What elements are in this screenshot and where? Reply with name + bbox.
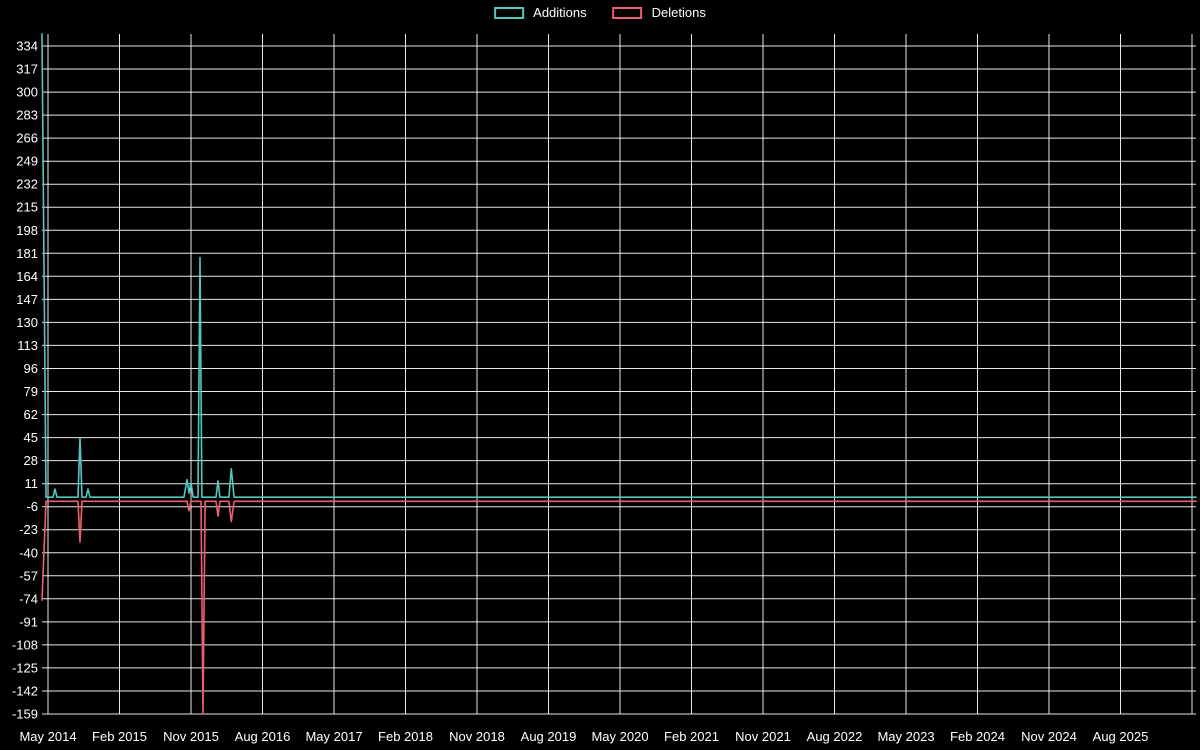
- y-tick-label: -57: [19, 568, 38, 583]
- y-tick-label: -40: [19, 545, 38, 560]
- y-tick-label: 232: [16, 177, 38, 192]
- x-tick-label: Feb 2021: [664, 729, 719, 744]
- y-tick-label: 147: [16, 292, 38, 307]
- y-tick-label: 62: [24, 407, 38, 422]
- x-tick-label: Nov 2024: [1021, 729, 1077, 744]
- y-tick-label: 198: [16, 223, 38, 238]
- y-tick-label: -142: [12, 684, 38, 699]
- y-tick-label: -23: [19, 522, 38, 537]
- deletions-legend-swatch: [612, 6, 643, 19]
- y-tick-label: -159: [12, 707, 38, 722]
- y-tick-label: 181: [16, 246, 38, 261]
- x-tick-label: Feb 2018: [378, 729, 433, 744]
- y-tick-label: -91: [19, 614, 38, 629]
- y-tick-label: 334: [16, 39, 38, 54]
- x-tick-label: Nov 2021: [735, 729, 791, 744]
- y-tick-label: 79: [24, 384, 38, 399]
- y-tick-label: 96: [24, 361, 38, 376]
- y-tick-label: 300: [16, 85, 38, 100]
- x-tick-label: Feb 2015: [92, 729, 147, 744]
- y-tick-label: 28: [24, 453, 38, 468]
- x-tick-label: Nov 2018: [449, 729, 505, 744]
- y-tick-label: -74: [19, 591, 38, 606]
- x-tick-label: Nov 2015: [163, 729, 219, 744]
- y-tick-label: 11: [25, 476, 39, 491]
- y-tick-label: 283: [16, 108, 38, 123]
- y-tick-label: -6: [26, 499, 38, 514]
- y-tick-label: 45: [24, 430, 38, 445]
- x-tick-label: May 2023: [877, 729, 934, 744]
- y-tick-label: 130: [16, 315, 38, 330]
- additions-line: [41, 32, 1197, 499]
- y-tick-label: 215: [16, 200, 38, 215]
- x-tick-label: May 2017: [305, 729, 362, 744]
- x-tick-label: May 2020: [591, 729, 648, 744]
- y-tick-label: 266: [16, 131, 38, 146]
- legend: Additions Deletions: [494, 6, 706, 19]
- x-tick-label: Aug 2016: [235, 729, 291, 744]
- y-tick-label: -108: [12, 637, 38, 652]
- y-tick-label: -125: [12, 660, 38, 675]
- additions-legend-label: Additions: [533, 5, 587, 20]
- x-tick-label: Aug 2019: [521, 729, 577, 744]
- additions-legend-swatch: [494, 6, 525, 19]
- y-tick-label: 164: [16, 269, 38, 284]
- y-tick-label: 317: [16, 62, 38, 77]
- deletions-legend-label: Deletions: [651, 5, 706, 20]
- x-tick-label: Aug 2022: [807, 729, 863, 744]
- y-tick-label: 113: [17, 338, 38, 353]
- legend-item-deletions[interactable]: Deletions: [612, 5, 706, 20]
- x-tick-label: Feb 2024: [950, 729, 1005, 744]
- legend-item-additions[interactable]: Additions: [494, 5, 587, 20]
- x-tick-label: May 2014: [19, 729, 76, 744]
- x-tick-label: Aug 2025: [1093, 729, 1149, 744]
- y-tick-label: 249: [16, 154, 38, 169]
- deletions-line: [41, 500, 1197, 715]
